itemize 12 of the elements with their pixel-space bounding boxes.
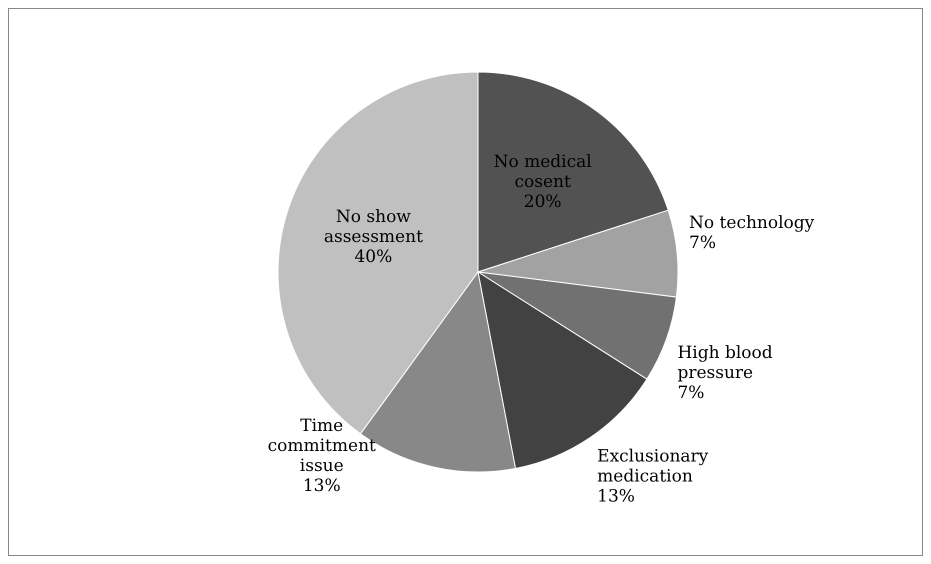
data-label: 13% xyxy=(302,476,341,496)
data-label: 13% xyxy=(597,486,635,506)
slice-label: Time commitment issue xyxy=(268,416,376,476)
data-label: 7% xyxy=(677,382,704,403)
slice-label: Exclusionary medication xyxy=(597,446,709,486)
slice-label: No show assessment xyxy=(324,207,424,248)
data-label: 40% xyxy=(354,247,392,268)
data-label: 7% xyxy=(689,233,716,254)
data-label: 20% xyxy=(524,192,562,212)
slice-label: No medical cosent xyxy=(494,152,592,192)
slice-label: High blood pressure xyxy=(677,342,773,383)
slice-label: No technology xyxy=(689,213,815,234)
